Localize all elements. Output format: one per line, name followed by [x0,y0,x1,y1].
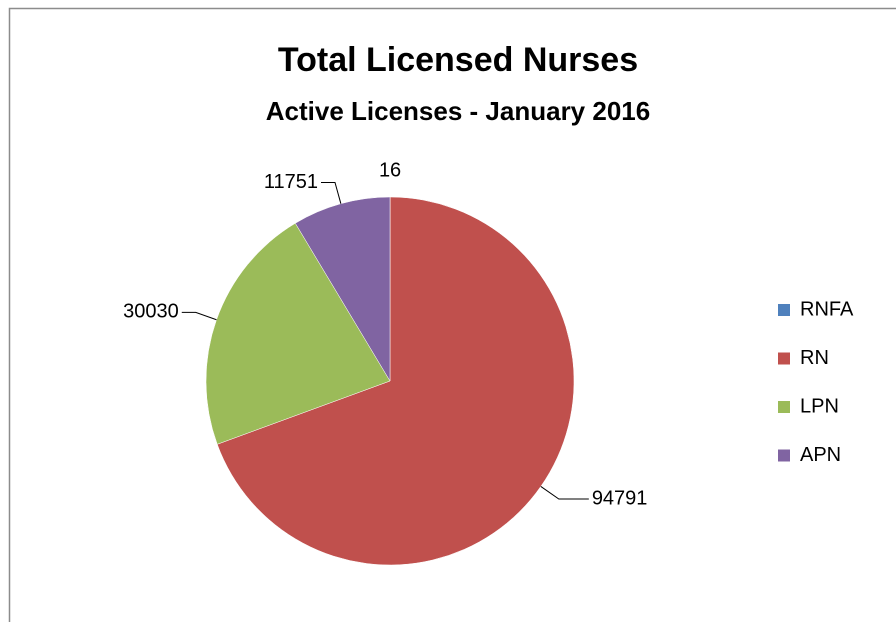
data-label: 11751 [264,171,318,193]
legend-label: APN [800,444,841,466]
data-label: 94791 [592,487,648,509]
legend-label: LPN [800,395,839,417]
legend-swatch [778,401,790,413]
legend-swatch [778,352,790,365]
pie-slice [216,196,575,566]
leader-line [320,181,342,204]
chart-border [8,7,896,622]
legend-label: RN [800,347,829,369]
pie-slice [205,222,391,445]
chart-title: Total Licensed Nurses [278,41,638,79]
pie-slice [294,196,391,382]
data-label: 30030 [123,301,179,323]
leader-line [540,486,589,500]
chart-subtitle: Active Licenses - January 2016 [266,96,650,126]
legend-swatch [778,449,790,462]
legend-label: RNFA [800,298,854,320]
leader-line [181,311,217,321]
legend-swatch [778,304,790,316]
data-label: 16 [379,159,401,181]
